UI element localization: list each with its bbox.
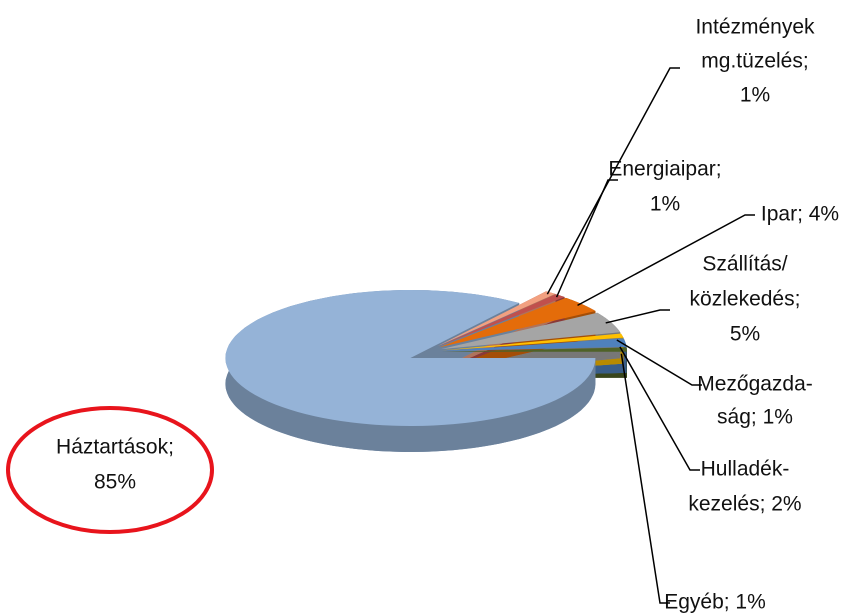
slice bbox=[439, 297, 596, 348]
data-label: 1% bbox=[740, 84, 770, 107]
data-label: mg.tüzelés; bbox=[701, 50, 808, 73]
data-label: Hulladék- bbox=[701, 458, 790, 481]
leader-line bbox=[577, 214, 755, 307]
slice bbox=[441, 338, 627, 352]
slice bbox=[441, 333, 624, 351]
data-label: Energiaipar; bbox=[608, 158, 721, 181]
slice bbox=[437, 291, 556, 347]
highlight-circle bbox=[6, 406, 214, 534]
leader-line bbox=[619, 346, 700, 471]
layer: Egyéb; 1% Hulladék-kezelés; 2% Mezőgazda-s… bbox=[56, 16, 839, 614]
data-label: ság; 1% bbox=[717, 406, 793, 429]
leader-line bbox=[546, 67, 680, 295]
slice bbox=[441, 312, 621, 350]
slice bbox=[225, 289, 596, 426]
layer bbox=[225, 289, 627, 426]
data-label: Egyéb; 1% bbox=[664, 591, 766, 614]
data-label: 85% bbox=[94, 471, 136, 494]
data-label: Szállítás/ bbox=[702, 253, 787, 276]
data-label: közlekedés; bbox=[690, 288, 801, 311]
data-label: Háztartások; bbox=[56, 436, 174, 459]
data-label: Ipar; 4% bbox=[761, 203, 839, 226]
data-label: 5% bbox=[730, 323, 760, 346]
leader-line bbox=[555, 179, 618, 298]
data-label: Mezőgazda- bbox=[697, 373, 813, 396]
data-label: 1% bbox=[650, 193, 680, 216]
leader-line bbox=[616, 339, 702, 386]
data-label: Intézmények bbox=[695, 16, 815, 39]
slice bbox=[441, 347, 627, 352]
slice bbox=[437, 294, 565, 347]
leader-line bbox=[620, 353, 670, 604]
leader-line bbox=[605, 309, 670, 324]
data-label: kezelés; 2% bbox=[688, 493, 801, 516]
